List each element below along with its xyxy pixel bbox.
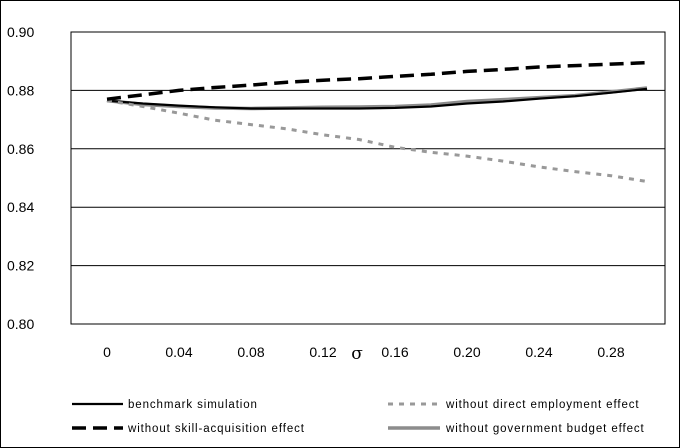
x-tick-label: 0.24 xyxy=(525,344,552,360)
x-tick-label: 0.28 xyxy=(597,344,624,360)
x-tick-label: 0.04 xyxy=(165,344,192,360)
legend-label: without direct employment effect xyxy=(445,399,640,411)
plot-area xyxy=(70,31,666,325)
x-tick-label: 0 xyxy=(103,344,111,360)
y-tick-label: 0.82 xyxy=(7,258,34,274)
y-tick-label: 0.80 xyxy=(7,316,34,332)
x-tick-label: 0.20 xyxy=(453,344,480,360)
y-tick-label: 0.84 xyxy=(7,199,34,215)
x-axis-ticks: 0 0.04 0.08 0.12 0.16 0.20 0.24 0.28 xyxy=(103,344,625,360)
legend-label: without government budget effect xyxy=(445,423,645,435)
y-tick-label: 0.90 xyxy=(7,24,34,40)
legend-label: without skill-acquisition effect xyxy=(127,423,305,435)
x-tick-label: 0.12 xyxy=(309,344,336,360)
x-axis-label: σ xyxy=(351,344,363,364)
y-tick-label: 0.86 xyxy=(7,141,34,157)
series-layer xyxy=(106,60,648,183)
y-axis-ticks: 0.80 0.82 0.84 0.86 0.88 0.90 xyxy=(7,24,34,332)
series-line-0 xyxy=(106,87,648,110)
series-line-1 xyxy=(106,60,648,101)
x-tick-label: 0.08 xyxy=(237,344,264,360)
legend: benchmark simulation without direct emplo… xyxy=(72,399,645,435)
x-tick-label: 0.16 xyxy=(381,344,408,360)
legend-label: benchmark simulation xyxy=(128,399,258,411)
series-line-2 xyxy=(106,99,648,183)
y-tick-label: 0.88 xyxy=(7,82,34,98)
